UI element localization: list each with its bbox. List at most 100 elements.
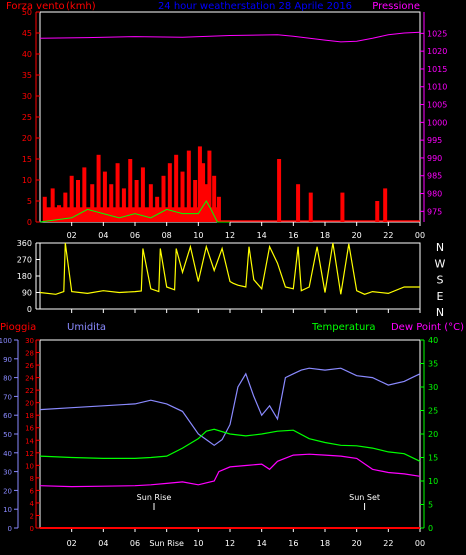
x-tick-label: 20	[352, 539, 362, 548]
wind-bar	[186, 150, 191, 222]
wind-bar	[383, 188, 388, 222]
rain-tick-label: 12	[25, 450, 34, 458]
x-tick-label: 22	[383, 539, 393, 548]
temperature-tick-label: 0	[428, 524, 433, 533]
humidity-tick-label: 40	[3, 450, 12, 458]
rain-tick-label: 16	[25, 425, 34, 433]
compass-label: E	[437, 290, 444, 303]
pressure-tick-label: 980	[427, 190, 442, 199]
rain-tick-label: 6	[30, 487, 35, 495]
x-tick-label: 06	[130, 539, 140, 548]
direction-plot-frame	[39, 242, 421, 310]
compass-label: S	[437, 274, 444, 287]
x-tick-label: 12	[225, 231, 235, 240]
humidity-line	[39, 367, 421, 447]
rain-tick-label: 2	[30, 512, 34, 520]
x-tick-label: 16	[288, 539, 298, 548]
wind-tick-label: 35	[22, 71, 32, 80]
dewpoint-axis-label: Dew Point (°C)	[391, 322, 464, 333]
x-tick-label: 22	[383, 231, 393, 240]
wind-bar	[296, 184, 301, 222]
pressure-tick-label: 1005	[427, 101, 447, 110]
temperature-tick-label: 20	[428, 430, 438, 439]
wind-bar	[109, 184, 114, 222]
pressure-axis-label: Pressione	[372, 1, 420, 12]
humidity-tick-label: 50	[3, 431, 12, 439]
wind-bar	[212, 175, 217, 222]
temperature-tick-label: 10	[428, 477, 438, 486]
pressure-tick-label: 1020	[427, 47, 447, 56]
wind-tick-label: 50	[22, 8, 32, 17]
x-tick-label: 18	[320, 231, 330, 240]
pressure-tick-label: 1015	[427, 65, 447, 74]
temperature-tick-label: 30	[428, 383, 438, 392]
humidity-tick-label: 60	[3, 412, 12, 420]
gust-line	[39, 200, 230, 223]
x-tick-label: 08	[162, 231, 172, 240]
rain-tick-label: 18	[25, 412, 34, 420]
direction-tick-label: 90	[22, 289, 32, 298]
wind-bar	[207, 150, 212, 222]
direction-line	[39, 242, 420, 295]
x-tick-label: 02	[67, 539, 77, 548]
temperature-tick-label: 5	[428, 501, 433, 510]
pressure-tick-label: 975	[427, 207, 442, 216]
pressure-line	[39, 31, 421, 43]
wind-tick-label: 5	[27, 197, 32, 206]
wind-tick-label: 25	[22, 113, 32, 122]
wind-tick-label: 20	[22, 134, 32, 143]
wind-bar	[148, 184, 153, 222]
humidity-tick-label: 0	[8, 525, 12, 533]
x-tick-label: 00	[415, 539, 425, 548]
chart-title: 24 hour weatherstation 28 Aprile 2016	[158, 1, 352, 12]
wind-tick-label: 15	[22, 155, 32, 164]
humidity-tick-label: 10	[3, 506, 12, 514]
wind-tick-label: 10	[22, 176, 32, 185]
direction-tick-label: 180	[17, 272, 32, 281]
pressure-tick-label: 990	[427, 154, 442, 163]
wind-bar	[76, 180, 80, 222]
x-tick-label: 12	[225, 539, 235, 548]
rain-tick-label: 26	[25, 362, 34, 370]
wind-bar	[174, 154, 179, 222]
wind-bar	[50, 188, 55, 222]
wind-bar	[128, 159, 133, 222]
x-tick-label: Sun Rise	[149, 539, 184, 548]
wind-tick-label: 45	[22, 29, 32, 38]
temperature-tick-label: 25	[428, 407, 438, 416]
wind-bar	[134, 180, 139, 222]
wind-bar	[375, 201, 380, 222]
wind-tick-label: 0	[27, 218, 32, 227]
wind-bar	[82, 167, 87, 222]
pressure-tick-label: 995	[427, 136, 442, 145]
x-tick-label: 02	[67, 231, 77, 240]
wind-bar	[102, 171, 107, 222]
x-tick-label: 20	[352, 231, 362, 240]
wind-bar	[167, 163, 172, 222]
humidity-tick-label: 30	[3, 469, 12, 477]
compass-label: N	[436, 241, 444, 254]
x-tick-label: 04	[98, 539, 108, 548]
wind-bar	[180, 171, 185, 222]
rain-tick-label: 28	[25, 350, 34, 358]
wind-bar	[121, 188, 126, 222]
wind-axis-label: Forza vento	[6, 1, 65, 12]
temperature-tick-label: 40	[428, 336, 438, 345]
wind-tick-label: 40	[22, 50, 32, 59]
x-tick-label: 00	[415, 231, 425, 240]
wind-bar	[204, 184, 209, 222]
wind-bar	[340, 192, 345, 222]
wind-bar	[96, 154, 101, 222]
direction-tick-label: 0	[27, 305, 32, 314]
temperature-tick-label: 15	[428, 454, 438, 463]
wind-bar	[69, 175, 74, 222]
temperature-tick-label: 35	[428, 360, 438, 369]
humidity-axis-label: Umidita	[67, 322, 106, 333]
compass-label: W	[435, 257, 446, 270]
x-tick-label: 18	[320, 539, 330, 548]
direction-tick-label: 360	[17, 239, 32, 248]
wind-bar	[197, 146, 202, 222]
x-tick-label: 10	[193, 539, 203, 548]
